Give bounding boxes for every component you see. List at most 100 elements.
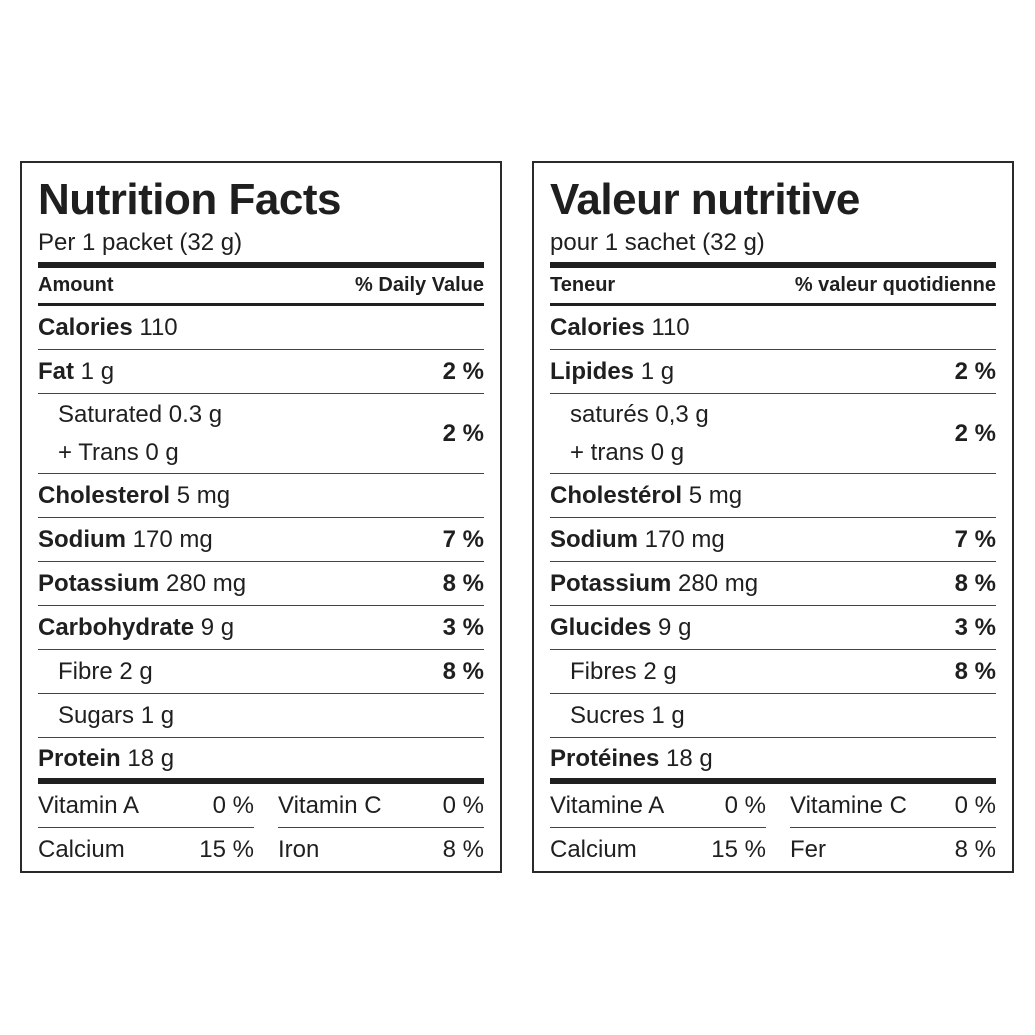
fat-row: Lipides 1 g 2 % [550,350,996,394]
mineral-percent: 8 % [954,836,996,863]
amount-header: Amount [38,273,114,296]
daily-value-percent: 2 % [442,357,484,385]
daily-value-percent: 8 % [954,569,996,597]
carbohydrate-row: Carbohydrate 9 g 3 % [38,606,484,650]
trans-fat: + Trans 0 g [58,438,179,466]
daily-value-percent: 8 % [954,657,996,685]
nutrient-name: Potassium [550,569,672,597]
sodium-row: Sodium 170 mg 7 % [550,518,996,562]
vitamin-c-cell: Vitamin C 0 % [278,784,484,828]
vitamin-name: Vitamine C [790,791,907,819]
fibre-row: Fibres 2 g 8 % [550,650,996,694]
cholesterol-row: Cholesterol 5 mg [38,474,484,518]
saturated-trans-row: saturés 0,3 g + trans 0 g 2 % [550,394,996,474]
nutrient-amount: 1 g [640,357,675,385]
nutrient-name: Potassium [38,569,160,597]
vitamin-percent: 0 % [954,791,996,819]
nutrient-amount: 280 mg [166,569,247,597]
fat-row: Fat 1 g 2 % [38,350,484,394]
vitamin-percent: 0 % [724,791,766,819]
sugars-row: Sugars 1 g [38,694,484,738]
daily-value-percent: 2 % [442,419,484,447]
nutrient-name: Carbohydrate [38,613,195,641]
vitamin-a-cell: Vitamin A 0 % [38,784,254,828]
nutrient-name: Cholestérol [550,481,683,509]
nutrient-amount: 18 g [127,745,175,772]
vitamin-name: Vitamin A [38,791,139,819]
iron-cell: Iron 8 % [278,828,484,872]
nutrient-name: Sodium [38,525,126,553]
nutrient-amount: 110 [139,313,178,341]
nutrient-name: Sodium [550,525,638,553]
calcium-cell: Calcium 15 % [550,828,766,872]
nutrient-amount: 1 g [80,357,115,385]
nutrient-amount: 170 mg [132,525,213,553]
nutrient-amount: 110 [651,313,690,341]
column-header-row: Teneur % valeur quotidienne [550,267,996,303]
vitamin-percent: 0 % [212,791,254,819]
saturated-trans-row: Saturated 0.3 g + Trans 0 g 2 % [38,394,484,474]
potassium-row: Potassium 280 mg 8 % [38,562,484,606]
carbohydrate-row: Glucides 9 g 3 % [550,606,996,650]
header-divider [550,303,996,306]
nutrient-amount: 5 mg [176,481,231,509]
daily-value-percent: 8 % [442,657,484,685]
nutrient-name: Glucides [550,613,652,641]
protein-row: Protein 18 g [38,738,484,780]
daily-value-header: % valeur quotidienne [794,273,996,296]
panel-title: Nutrition Facts [38,175,341,224]
sugars-label: Sugars 1 g [58,701,175,729]
nutrient-amount: 5 mg [688,481,743,509]
trans-fat: + trans 0 g [570,438,685,466]
calories-row: Calories 110 [550,306,996,350]
panel-title: Valeur nutritive [550,175,860,224]
cholesterol-row: Cholestérol 5 mg [550,474,996,518]
vitamin-c-cell: Vitamine C 0 % [790,784,996,828]
header-divider [38,303,484,306]
daily-value-percent: 3 % [954,613,996,641]
daily-value-percent: 2 % [954,419,996,447]
mineral-percent: 15 % [711,836,766,863]
nutrient-amount: 170 mg [644,525,725,553]
saturated-fat: saturés 0,3 g [570,400,709,428]
vitamin-name: Vitamin C [278,791,382,819]
nutrient-amount: 9 g [658,613,692,641]
mineral-name: Iron [278,836,320,863]
protein-row: Protéines 18 g [550,738,996,780]
mineral-name: Calcium [550,836,637,863]
thick-divider [550,778,996,784]
daily-value-percent: 7 % [442,525,484,553]
nutrient-name: Protein [38,745,121,772]
nutrient-amount: 280 mg [678,569,759,597]
sodium-row: Sodium 170 mg 7 % [38,518,484,562]
vitamin-name: Vitamine A [550,791,665,819]
nutrient-name: Lipides [550,357,635,385]
amount-header: Teneur [550,273,616,296]
calories-row: Calories 110 [38,306,484,350]
thick-divider [550,262,996,268]
nutrient-name: Protéines [550,745,660,772]
sugars-label: Sucres 1 g [570,701,685,729]
daily-value-percent: 8 % [442,569,484,597]
column-header-row: Amount % Daily Value [38,267,484,303]
daily-value-percent: 2 % [954,357,996,385]
thick-divider [38,262,484,268]
mineral-percent: 15 % [199,836,254,863]
nutrition-facts-panel-french: Valeur nutritive pour 1 sachet (32 g) Te… [532,161,1014,873]
nutrient-amount: 18 g [666,745,713,772]
vitamin-a-cell: Vitamine A 0 % [550,784,766,828]
potassium-row: Potassium 280 mg 8 % [550,562,996,606]
nutrient-name: Calories [550,313,645,341]
serving-size: Per 1 packet (32 g) [38,229,243,256]
mineral-name: Calcium [38,836,125,863]
nutrient-name: Calories [38,313,133,341]
daily-value-percent: 7 % [954,525,996,553]
vitamin-percent: 0 % [442,791,484,819]
saturated-fat: Saturated 0.3 g [58,400,223,428]
nutrient-name: Fat [38,357,74,385]
mineral-name: Fer [790,836,826,863]
nutrition-facts-panel-english: Nutrition Facts Per 1 packet (32 g) Amou… [20,161,502,873]
calcium-cell: Calcium 15 % [38,828,254,872]
fibre-label: Fibre 2 g [58,657,153,685]
fibre-label: Fibres 2 g [570,657,677,685]
